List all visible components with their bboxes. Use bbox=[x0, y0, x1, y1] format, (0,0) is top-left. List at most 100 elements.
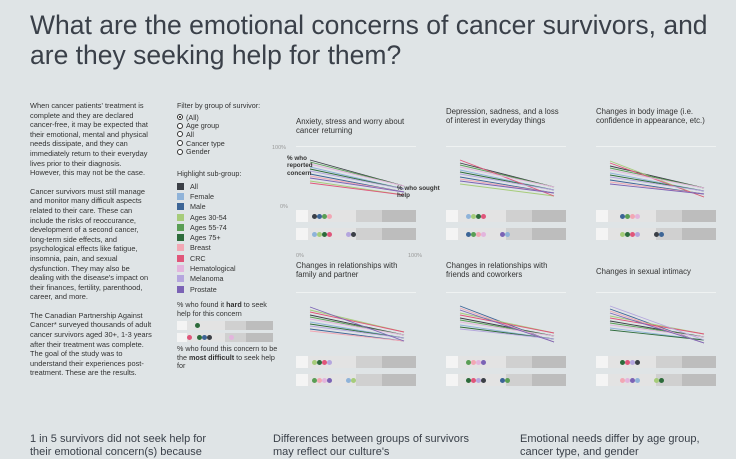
subgroup-dot[interactable] bbox=[654, 377, 659, 383]
subgroup-dot[interactable] bbox=[625, 231, 630, 237]
subgroup-dot[interactable] bbox=[620, 377, 625, 383]
subgroup-item[interactable]: Female bbox=[177, 191, 282, 201]
subgroup-dot[interactable] bbox=[476, 213, 481, 219]
subgroup-dot[interactable] bbox=[659, 377, 664, 383]
subgroup-item[interactable]: Ages 55-74 bbox=[177, 222, 282, 232]
subgroup-dot[interactable] bbox=[476, 377, 481, 383]
subgroup-dot[interactable] bbox=[625, 359, 630, 365]
subgroup-dot[interactable] bbox=[481, 359, 486, 365]
radio-icon[interactable] bbox=[177, 131, 183, 138]
subgroup-dot[interactable] bbox=[505, 231, 510, 237]
filter-option-label: (All) bbox=[186, 112, 199, 122]
subgroup-dot[interactable] bbox=[630, 377, 635, 383]
subgroup-dot[interactable] bbox=[471, 377, 476, 383]
subgroup-item[interactable]: Male bbox=[177, 202, 282, 212]
subgroup-dot[interactable] bbox=[500, 377, 505, 383]
subgroup-dot[interactable] bbox=[351, 377, 356, 383]
subgroup-dot[interactable] bbox=[659, 231, 664, 237]
radio-icon[interactable] bbox=[177, 148, 183, 155]
subgroup-dot[interactable] bbox=[620, 231, 625, 237]
subgroup-dot[interactable] bbox=[630, 231, 635, 237]
subgroup-dot[interactable] bbox=[654, 231, 659, 237]
y-axis-bottom-label: 0% bbox=[280, 204, 288, 210]
bottom-heading-1: 1 in 5 survivors did not seek help for t… bbox=[30, 433, 207, 458]
filter-option[interactable]: All bbox=[177, 130, 282, 139]
subgroup-dot[interactable] bbox=[620, 213, 625, 219]
series-line bbox=[609, 312, 705, 344]
subgroup-dot[interactable] bbox=[346, 377, 351, 383]
series-line bbox=[459, 314, 555, 334]
subgroup-item[interactable]: Ages 75+ bbox=[177, 232, 282, 242]
series-line bbox=[309, 177, 405, 193]
subgroup-dot[interactable] bbox=[635, 213, 640, 219]
subgroup-dot[interactable] bbox=[312, 213, 317, 219]
filter-option[interactable]: Age group bbox=[177, 121, 282, 130]
subgroup-dot[interactable] bbox=[317, 231, 322, 237]
subgroup-dot[interactable] bbox=[481, 213, 486, 219]
filter-label: Filter by group of survivor: bbox=[177, 101, 261, 110]
subgroup-dot[interactable] bbox=[635, 231, 640, 237]
subgroup-item[interactable]: Melanoma bbox=[177, 274, 282, 284]
subgroup-swatch bbox=[177, 285, 184, 293]
intro-text: When cancer patients' treatment is compl… bbox=[30, 101, 154, 387]
subgroup-dot[interactable] bbox=[317, 359, 322, 365]
page-title: What are the emotional concerns of cance… bbox=[30, 10, 708, 70]
subgroup-dot[interactable] bbox=[476, 231, 481, 237]
subgroup-dot[interactable] bbox=[466, 213, 471, 219]
subgroup-dot[interactable] bbox=[466, 377, 471, 383]
difficult-legend-bar bbox=[177, 333, 273, 343]
subgroup-dot[interactable] bbox=[505, 377, 510, 383]
series-line bbox=[459, 321, 555, 337]
filter-option[interactable]: Gender bbox=[177, 147, 282, 156]
series-line bbox=[309, 306, 405, 342]
subgroup-dot[interactable] bbox=[327, 377, 332, 383]
subgroup-dot[interactable] bbox=[327, 231, 332, 237]
subgroup-dot[interactable] bbox=[351, 231, 356, 237]
radio-icon[interactable] bbox=[177, 122, 183, 129]
subgroup-dot[interactable] bbox=[625, 377, 630, 383]
subgroup-dot[interactable] bbox=[471, 359, 476, 365]
subgroup-dot[interactable] bbox=[630, 359, 635, 365]
subgroup-item[interactable]: Ages 30-54 bbox=[177, 212, 282, 222]
subgroup-item[interactable]: CRC bbox=[177, 253, 282, 263]
series-line bbox=[609, 305, 705, 341]
subgroup-dot[interactable] bbox=[630, 213, 635, 219]
subgroup-dot[interactable] bbox=[312, 377, 317, 383]
subgroup-item[interactable]: Breast bbox=[177, 243, 282, 253]
subgroup-item[interactable]: Hematological bbox=[177, 263, 282, 273]
subgroup-dot[interactable] bbox=[481, 377, 486, 383]
series-line bbox=[609, 183, 705, 195]
series-line bbox=[609, 317, 705, 335]
subgroup-dot[interactable] bbox=[481, 231, 486, 237]
radio-icon[interactable] bbox=[177, 114, 183, 121]
intro-paragraph: The Canadian Partnership Against Cancer*… bbox=[30, 310, 152, 378]
radio-icon[interactable] bbox=[177, 140, 183, 147]
subgroup-dot[interactable] bbox=[322, 377, 327, 383]
filter-option[interactable]: (All) bbox=[177, 113, 282, 122]
subgroup-dot[interactable] bbox=[322, 213, 327, 219]
subgroup-item[interactable]: All bbox=[177, 181, 282, 191]
subgroup-dot[interactable] bbox=[322, 359, 327, 365]
filter-option[interactable]: Cancer type bbox=[177, 139, 282, 148]
subgroup-dot[interactable] bbox=[312, 231, 317, 237]
subgroup-dot[interactable] bbox=[620, 359, 625, 365]
subgroup-dot[interactable] bbox=[327, 213, 332, 219]
subgroup-dot[interactable] bbox=[471, 213, 476, 219]
subgroup-dot[interactable] bbox=[476, 359, 481, 365]
subgroup-dot[interactable] bbox=[466, 359, 471, 365]
subgroup-dot[interactable] bbox=[635, 377, 640, 383]
subgroup-dot[interactable] bbox=[346, 231, 351, 237]
subgroup-dot[interactable] bbox=[312, 359, 317, 365]
subgroup-dot[interactable] bbox=[466, 231, 471, 237]
subgroup-dot[interactable] bbox=[635, 359, 640, 365]
subgroup-dot[interactable] bbox=[500, 231, 505, 237]
hard-legend-text: % who found it hard to seek help for thi… bbox=[177, 300, 267, 318]
subgroup-dot[interactable] bbox=[317, 377, 322, 383]
subgroup-dot[interactable] bbox=[317, 213, 322, 219]
subgroup-dot[interactable] bbox=[471, 231, 476, 237]
subgroup-dot[interactable] bbox=[322, 231, 327, 237]
subgroup-dot[interactable] bbox=[625, 213, 630, 219]
series-line bbox=[459, 166, 555, 188]
subgroup-item[interactable]: Prostate bbox=[177, 284, 282, 294]
subgroup-dot[interactable] bbox=[327, 359, 332, 365]
